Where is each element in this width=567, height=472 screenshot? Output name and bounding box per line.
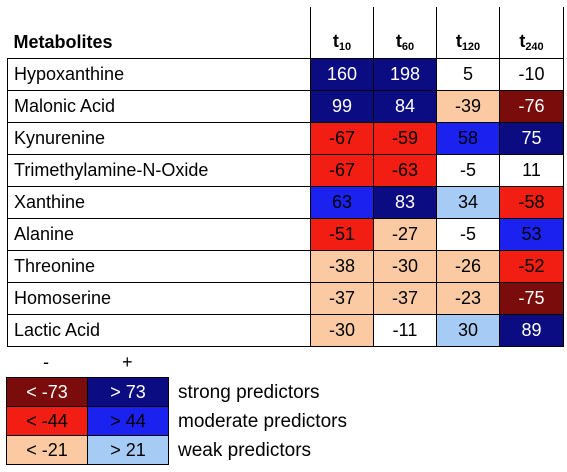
column-header-sub: 120 [461,41,481,53]
heatmap-row: Alanine -51 -27 -5 53 [7,218,564,251]
heatmap-cell: -37 [373,282,437,315]
legend-label-weak: weak predictors [178,439,312,461]
heatmap-cell: -67 [310,154,374,187]
heatmap-cell: -52 [499,250,564,283]
heatmap-cell: -30 [310,314,374,347]
column-header-t60: t60 [373,7,437,59]
heatmap-cell: -75 [499,282,564,315]
row-header: Metabolites [7,7,311,59]
heatmap-cell: -63 [373,154,437,187]
metabolite-name: Malonic Acid [7,90,311,123]
heatmap-cell: -59 [373,122,437,155]
metabolite-heatmap-table: Metabolites t10 t60 t120 t240 Hypoxanthi… [7,7,564,347]
negative-sign: - [43,352,49,372]
column-header-t240: t240 [499,7,564,59]
heatmap-cell: -11 [373,314,437,347]
metabolite-name: Xanthine [7,186,311,219]
legend-swatch-strong-positive: > 73 [87,377,169,407]
heatmap-cell: -39 [436,90,500,123]
column-header-base: t [519,31,526,51]
heatmap-row: Threonine -38 -30 -26 -52 [7,250,564,283]
heatmap-cell: -26 [436,250,500,283]
column-header-base: t [332,31,339,51]
heatmap-cell: -37 [310,282,374,315]
heatmap-row: Trimethylamine-N-Oxide -67 -63 -5 11 [7,154,564,187]
legend-row-moderate: < -44 > 44 moderate predictors [6,406,347,436]
heatmap-cell: 75 [499,122,564,155]
heatmap-cell: -5 [436,154,500,187]
heatmap-cell: 58 [436,122,500,155]
heatmap-cell: 63 [310,186,374,219]
legend-swatch-weak-positive: > 21 [87,435,169,465]
heatmap-cell: 89 [499,314,564,347]
heatmap-cell: 160 [310,58,374,91]
metabolite-name: Homoserine [7,282,311,315]
metabolite-name: Hypoxanthine [7,58,311,91]
heatmap-cell: 11 [499,154,564,187]
column-header-sub: 10 [338,41,352,53]
positive-sign: + [122,352,133,372]
heatmap-row: Kynurenine -67 -59 58 75 [7,122,564,155]
heatmap-cell: 84 [373,90,437,123]
heatmap-cell: -5 [436,218,500,251]
heatmap-cell: -58 [499,186,564,219]
legend-row-strong: < -73 > 73 strong predictors [6,377,347,407]
metabolite-name: Alanine [7,218,311,251]
column-header-base: t [395,31,402,51]
column-header-t120: t120 [436,7,500,59]
heatmap-row: Homoserine -37 -37 -23 -75 [7,282,564,315]
heatmap-cell: -38 [310,250,374,283]
legend-row-weak: < -21 > 21 weak predictors [6,435,347,465]
heatmap-cell: 34 [436,186,500,219]
heatmap-cell: 83 [373,186,437,219]
metabolite-name: Lactic Acid [7,314,311,347]
header-row: Metabolites t10 t60 t120 t240 [7,7,564,59]
heatmap-cell: 30 [436,314,500,347]
column-header-sub: 60 [401,41,415,53]
legend-swatch-moderate-positive: > 44 [87,406,169,436]
column-header-t10: t10 [310,7,374,59]
heatmap-cell: -23 [436,282,500,315]
heatmap-row: Xanthine 63 83 34 -58 [7,186,564,219]
metabolite-name: Threonine [7,250,311,283]
column-header-sub: 240 [525,41,544,53]
heatmap-cell: 198 [373,58,437,91]
heatmap-cell: -10 [499,58,564,91]
legend-label-strong: strong predictors [178,381,320,403]
color-legend: - + < -73 > 73 strong predictors < -44 >… [6,350,347,465]
column-header-base: t [455,31,462,51]
legend-swatch-weak-negative: < -21 [6,435,88,465]
heatmap-cell: -67 [310,122,374,155]
heatmap-cell: -27 [373,218,437,251]
metabolite-name: Kynurenine [7,122,311,155]
heatmap-row: Malonic Acid 99 84 -39 -76 [7,90,564,123]
heatmap-cell: -51 [310,218,374,251]
legend-label-moderate: moderate predictors [178,410,347,432]
legend-swatch-strong-negative: < -73 [6,377,88,407]
heatmap-cell: -76 [499,90,564,123]
heatmap-cell: -30 [373,250,437,283]
metabolite-name: Trimethylamine-N-Oxide [7,154,311,187]
legend-sign-row: - + [6,350,347,378]
heatmap-cell: 99 [310,90,374,123]
heatmap-body: Hypoxanthine 160 198 5 -10 Malonic Acid 99 84 -3… [7,58,564,347]
heatmap-row: Lactic Acid -30 -11 30 89 [7,314,564,347]
heatmap-cell: 5 [436,58,500,91]
heatmap-row: Hypoxanthine 160 198 5 -10 [7,58,564,91]
legend-swatch-moderate-negative: < -44 [6,406,88,436]
heatmap-cell: 53 [499,218,564,251]
